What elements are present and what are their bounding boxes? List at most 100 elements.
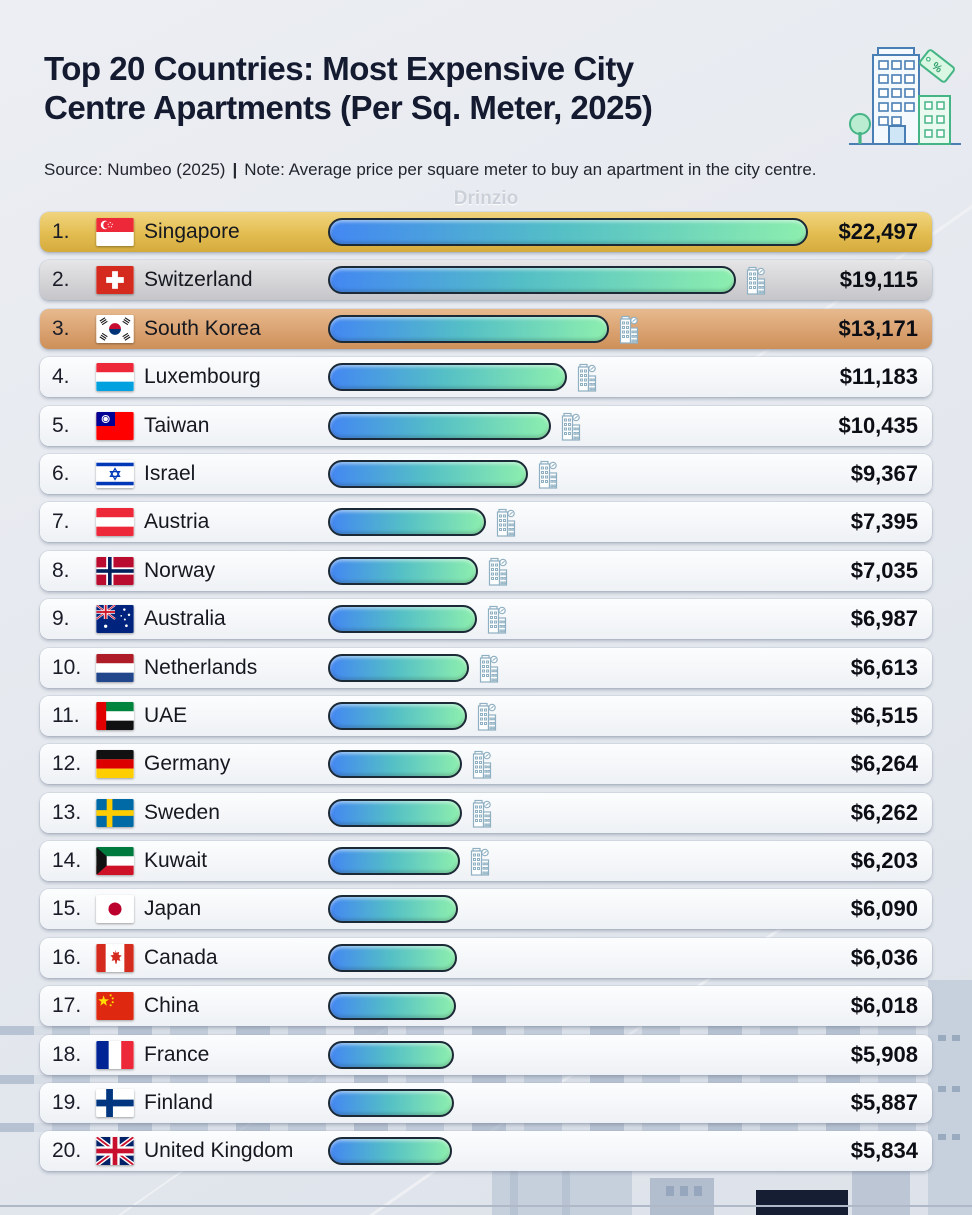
rank-number: 2. [52, 268, 70, 292]
table-row-sweden: 13. Sweden $6,262 [40, 792, 932, 833]
value-label: $6,264 [850, 751, 918, 777]
value-bar [328, 218, 808, 246]
table-row-france: 18. France $5,908 [40, 1034, 932, 1075]
value-bar [328, 556, 478, 585]
table-row-netherlands: 10. Netherlands $6,613 [40, 647, 932, 688]
rank-number: 10. [52, 655, 82, 679]
country-name: Canada [144, 945, 218, 969]
rank-number: 17. [52, 994, 82, 1018]
building-icon [743, 263, 767, 297]
value-bar [328, 992, 456, 1021]
rank-number: 12. [52, 752, 82, 776]
value-bar [328, 798, 462, 827]
country-name: Germany [144, 752, 231, 776]
value-label: $6,613 [850, 654, 918, 680]
value-bar [328, 701, 467, 730]
value-bar [328, 1089, 454, 1118]
nl-flag-icon [96, 653, 134, 682]
country-name: Netherlands [144, 655, 258, 679]
country-name: Luxembourg [144, 365, 261, 389]
table-row-south-korea: 3. South Korea $13,171 [40, 308, 932, 349]
ae-flag-icon [96, 701, 134, 730]
il-flag-icon [96, 459, 134, 488]
source-note: Source: Numbeo (2025) | Note: Average pric… [44, 160, 924, 180]
ch-flag-icon [96, 266, 134, 295]
city-silhouette-strip [0, 1026, 972, 1035]
country-name: Sweden [144, 800, 220, 824]
value-label: $5,908 [850, 1041, 918, 1067]
country-name: South Korea [144, 316, 261, 340]
building-icon [616, 312, 640, 346]
rank-number: 16. [52, 945, 82, 969]
country-name: UAE [144, 703, 188, 727]
building-icon [467, 844, 491, 878]
value-bar [328, 363, 567, 392]
building-icon [484, 602, 508, 636]
building-icon [476, 651, 500, 685]
value-label: $6,203 [850, 848, 918, 874]
country-name: Kuwait [144, 849, 208, 873]
cn-flag-icon [96, 992, 134, 1021]
value-bar [328, 1137, 452, 1166]
fr-flag-icon [96, 1040, 134, 1069]
value-label: $19,115 [839, 267, 918, 293]
building-icon [485, 554, 509, 588]
value-bar [328, 266, 736, 295]
value-bar [328, 847, 460, 876]
kw-flag-icon [96, 847, 134, 876]
window-dot [680, 1186, 688, 1196]
country-name: France [144, 1042, 210, 1066]
country-name: Switzerland [144, 268, 253, 292]
se-flag-icon [96, 798, 134, 827]
table-row-taiwan: 5. Taiwan $10,435 [40, 405, 932, 446]
source-label: Source: Numbeo (2025) [44, 160, 226, 179]
value-label: $10,435 [838, 412, 918, 438]
table-row-luxembourg: 4. Luxembourg $11,183 [40, 357, 932, 398]
value-bar [328, 314, 609, 343]
table-row-japan: 15. Japan $6,090 [40, 889, 932, 930]
building-icon [469, 747, 493, 781]
window-dot [952, 1086, 960, 1092]
ranking-list: 1. Singapore $22,497 2. Switzerland $19,… [40, 212, 932, 1172]
table-row-finland: 19. Finland $5,887 [40, 1083, 932, 1124]
rank-number: 7. [52, 510, 70, 534]
table-row-united-kingdom: 20. United Kingdom $5,834 [40, 1131, 932, 1172]
gb-flag-icon [96, 1137, 134, 1166]
value-bar [328, 605, 477, 634]
building-icon [474, 699, 498, 733]
country-name: Australia [144, 607, 226, 631]
table-row-austria: 7. Austria $7,395 [40, 502, 932, 543]
value-label: $5,887 [850, 1090, 918, 1116]
rank-number: 1. [52, 220, 70, 243]
city-silhouette-strip [0, 1123, 972, 1132]
country-name: Austria [144, 510, 210, 534]
value-label: $22,497 [838, 219, 918, 244]
rank-number: 6. [52, 461, 70, 485]
table-row-canada: 16. Canada $6,036 [40, 937, 932, 978]
lu-flag-icon [96, 363, 134, 392]
country-name: Finland [144, 1091, 213, 1115]
value-bar [328, 943, 457, 972]
table-row-uae: 11. UAE $6,515 [40, 695, 932, 736]
value-label: $6,515 [850, 702, 918, 728]
at-flag-icon [96, 508, 134, 537]
ca-flag-icon [96, 943, 134, 972]
value-label: $13,171 [838, 315, 918, 341]
value-label: $6,018 [850, 993, 918, 1019]
table-row-australia: 9. Australia $6,987 [40, 599, 932, 640]
fi-flag-icon [96, 1089, 134, 1118]
window-dot [938, 1086, 946, 1092]
building-icon [469, 796, 493, 830]
building-silhouette [492, 1165, 632, 1215]
rank-number: 8. [52, 558, 70, 582]
rank-number: 4. [52, 365, 70, 389]
rank-number: 15. [52, 897, 82, 921]
table-row-singapore: 1. Singapore $22,497 [40, 212, 932, 252]
country-name: United Kingdom [144, 1139, 294, 1163]
window-dot [666, 1186, 674, 1196]
building-icon [535, 457, 559, 491]
note-label: Note: Average price per square meter to … [244, 160, 817, 179]
value-bar [328, 1040, 454, 1069]
table-row-switzerland: 2. Switzerland $19,115 [40, 260, 932, 301]
